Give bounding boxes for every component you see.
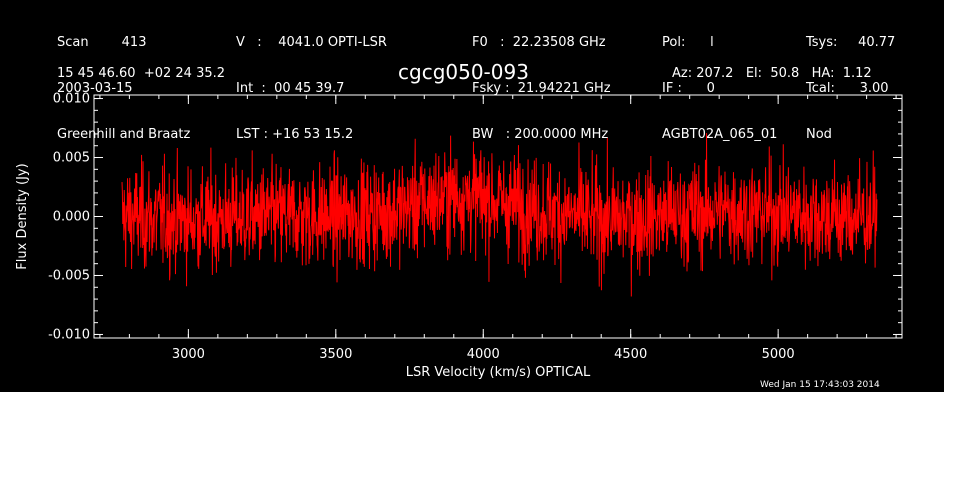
plot-timestamp: Wed Jan 15 17:43:03 2014 — [760, 380, 880, 390]
spectrum-line — [121, 133, 878, 297]
observer-line: Greenhill and Braatz — [57, 127, 191, 142]
x-tick-label: 5000 — [762, 347, 795, 362]
header-velocity-info: V : 4041.0 OPTI-LSR Int : 00 45 39.7 LST… — [236, 5, 387, 173]
scan-line: Scan 413 — [57, 35, 147, 50]
y-axis-label: Flux Density (Jy) — [15, 163, 30, 269]
y-tick-label: 0.000 — [53, 210, 90, 225]
y-tick-label: 0.010 — [53, 92, 90, 107]
bandwidth-line: BW : 200.0000 MHz — [472, 127, 609, 142]
y-tick-label: 0.005 — [53, 151, 90, 166]
header-system-info: Tsys: 40.77 Tcal: 3.00 Nod — [806, 5, 895, 173]
header-polarization-info: Pol: l IF : 0 AGBT02A_065_01 — [662, 5, 777, 173]
spectrum-chart: -0.010 -0.005 0.000 0.005 0.010 3000 3500 4000 4… — [15, 92, 903, 380]
f0-line: F0 : 22.23508 GHz — [472, 35, 606, 50]
source-name: cgcg050-093 — [398, 60, 529, 84]
plot-panel: Scan 413 2003-03-15 Greenhill and Braatz… — [0, 0, 944, 392]
plot-axes: -0.010 -0.005 0.000 0.005 0.010 3000 3500 4000 4… — [15, 92, 903, 380]
y-tick-label: -0.010 — [48, 327, 90, 342]
tsys-line: Tsys: 40.77 — [806, 35, 896, 50]
if-line: IF : 0 — [662, 81, 715, 96]
x-axis-label: LSR Velocity (km/s) OPTICAL — [406, 365, 591, 380]
fsky-line: Fsky : 21.94221 GHz — [472, 81, 611, 96]
az-el-ha: Az: 207.2 El: 50.8 HA: 1.12 — [672, 66, 872, 81]
x-tick-label: 3000 — [172, 347, 205, 362]
date-line: 2003-03-15 — [57, 81, 133, 96]
mode-line: Nod — [806, 127, 832, 142]
velocity-line: V : 4041.0 OPTI-LSR — [236, 35, 387, 50]
x-tick-label: 4000 — [467, 347, 500, 362]
x-tick-label: 3500 — [319, 347, 352, 362]
header-frequency-info: F0 : 22.23508 GHz Fsky : 21.94221 GHz BW… — [472, 5, 611, 173]
source-coordinates: 15 45 46.60 +02 24 35.2 — [57, 66, 226, 81]
spectrum-series — [121, 133, 878, 297]
header-scan-info: Scan 413 2003-03-15 Greenhill and Braatz — [57, 5, 190, 173]
x-tick-label: 4500 — [614, 347, 647, 362]
lst-line: LST : +16 53 15.2 — [236, 127, 354, 142]
project-line: AGBT02A_065_01 — [662, 127, 778, 142]
tcal-line: Tcal: 3.00 — [806, 81, 889, 96]
integration-line: Int : 00 45 39.7 — [236, 81, 345, 96]
y-tick-label: -0.005 — [48, 268, 90, 283]
pol-line: Pol: l — [662, 35, 714, 50]
